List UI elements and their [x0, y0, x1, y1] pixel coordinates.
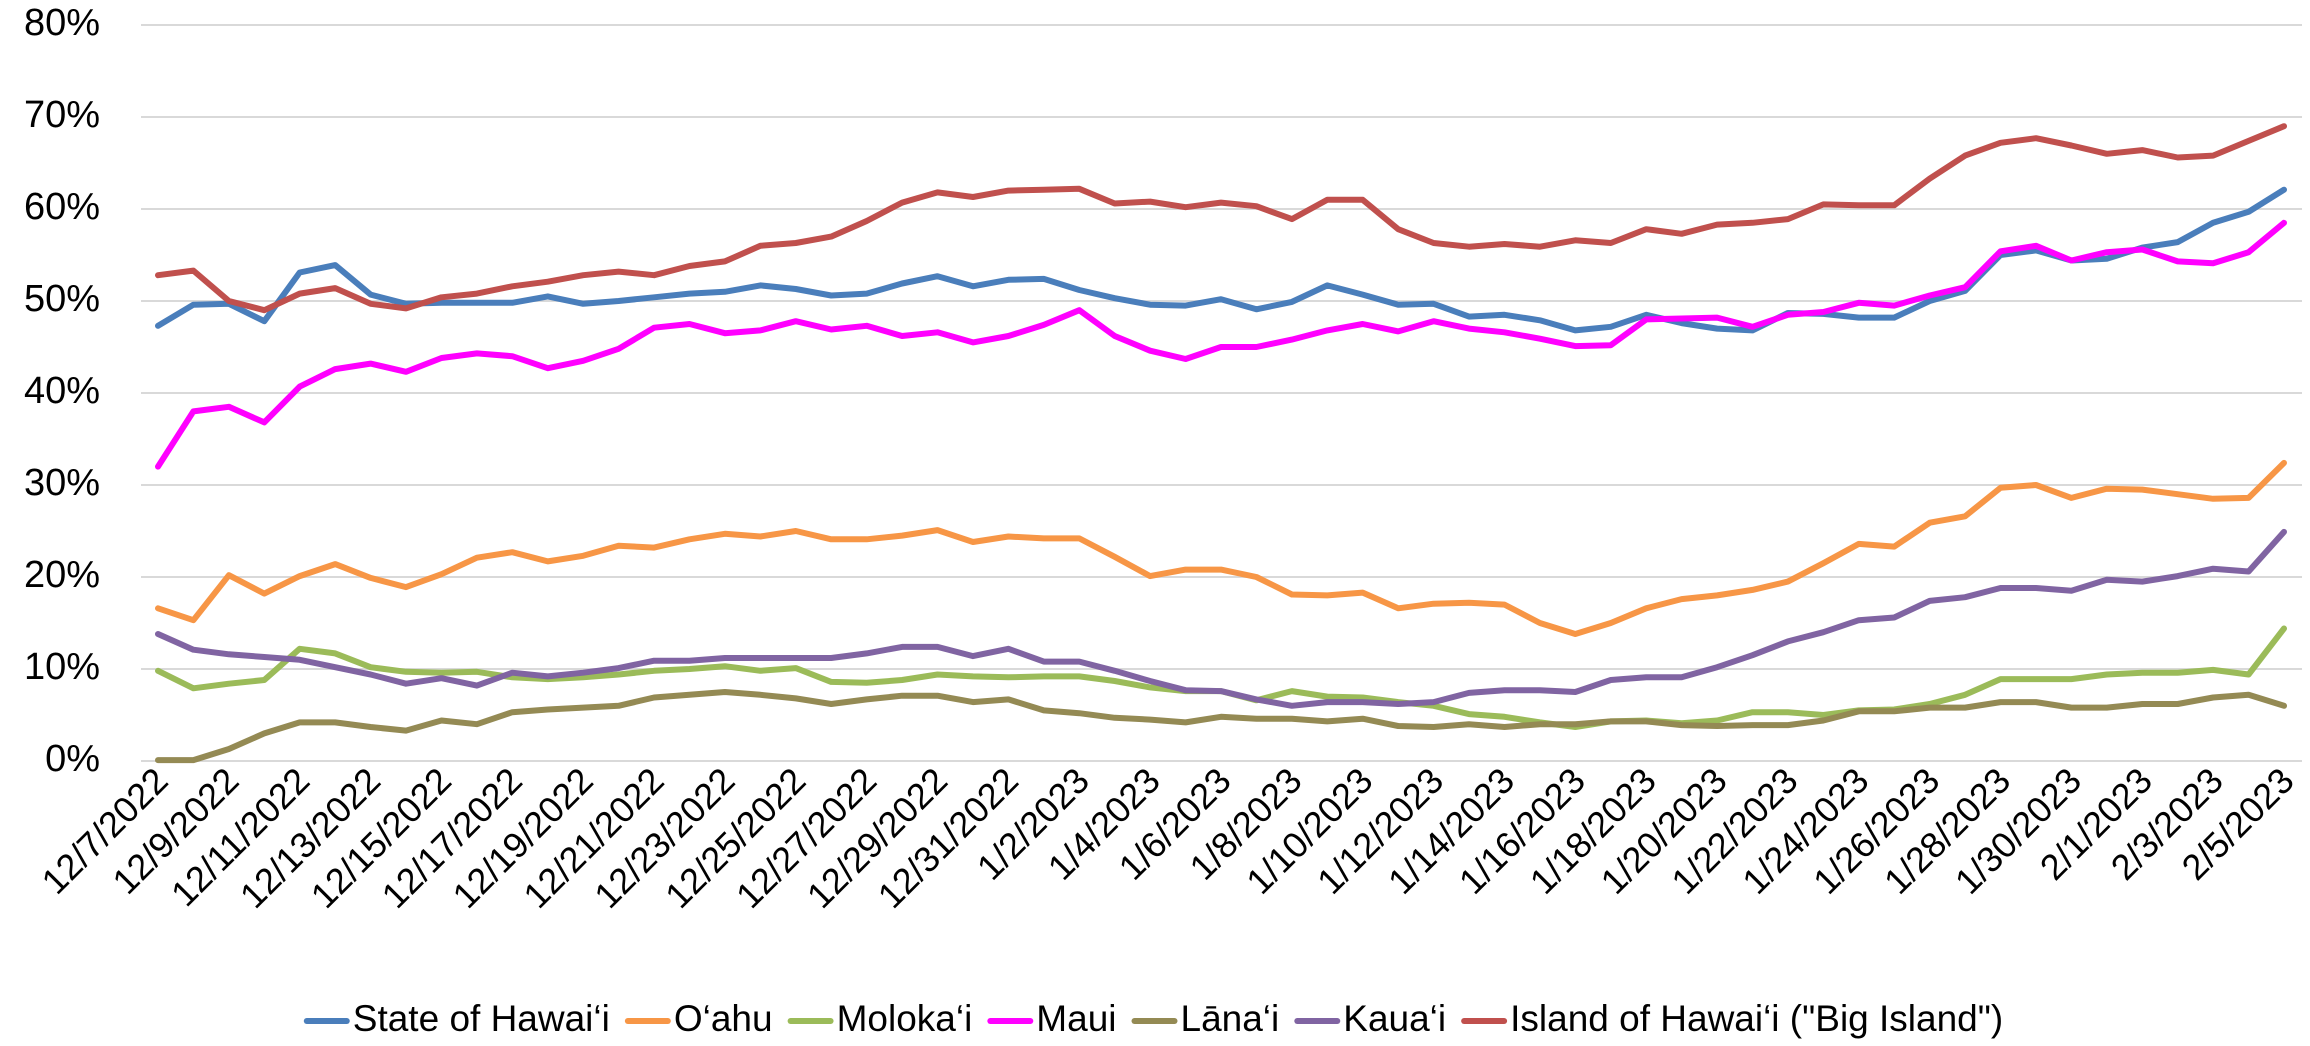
series-line [155, 689, 2287, 764]
series-line [155, 459, 2287, 637]
series-line [155, 186, 2287, 334]
legend: State of Hawai‘i O‘ahu Moloka‘i Maui Lāna‘i K… [303, 998, 2003, 1039]
y-tick-label: 0% [45, 738, 100, 780]
y-tick-label: 40% [24, 370, 100, 412]
y-tick-label: 70% [24, 94, 100, 136]
series-line [155, 219, 2287, 470]
legend-label: Island of Hawai‘i ("Big Island") [1510, 998, 2003, 1039]
axis-labels: 0%10%20%30%40%50%60%70%80%12/7/202212/9/… [24, 2, 2302, 916]
legend-label: State of Hawai‘i [353, 998, 610, 1039]
legend-item: Maui [987, 998, 1117, 1039]
series-line [155, 123, 2287, 314]
y-tick-label: 10% [24, 646, 100, 688]
legend-label: Moloka‘i [837, 998, 973, 1039]
grid [141, 24, 2302, 762]
legend-item: O‘ahu [624, 998, 773, 1039]
y-tick-label: 20% [24, 554, 100, 596]
series-line [155, 528, 2287, 709]
legend-label: O‘ahu [674, 998, 773, 1039]
y-tick-label: 60% [24, 186, 100, 228]
legend-label: Kaua‘i [1343, 998, 1446, 1039]
series-line [155, 625, 2287, 730]
legend-label: Lāna‘i [1181, 998, 1280, 1039]
y-tick-label: 30% [24, 462, 100, 504]
legend-label: Maui [1036, 998, 1116, 1039]
legend-item: State of Hawai‘i [303, 998, 610, 1039]
legend-item: Moloka‘i [787, 998, 973, 1039]
legend-item: Island of Hawai‘i ("Big Island") [1461, 998, 2003, 1039]
plot-area [155, 123, 2287, 764]
legend-item: Lāna‘i [1131, 998, 1280, 1039]
y-tick-label: 80% [24, 2, 100, 44]
y-tick-label: 50% [24, 278, 100, 320]
legend-item: Kaua‘i [1294, 998, 1446, 1039]
